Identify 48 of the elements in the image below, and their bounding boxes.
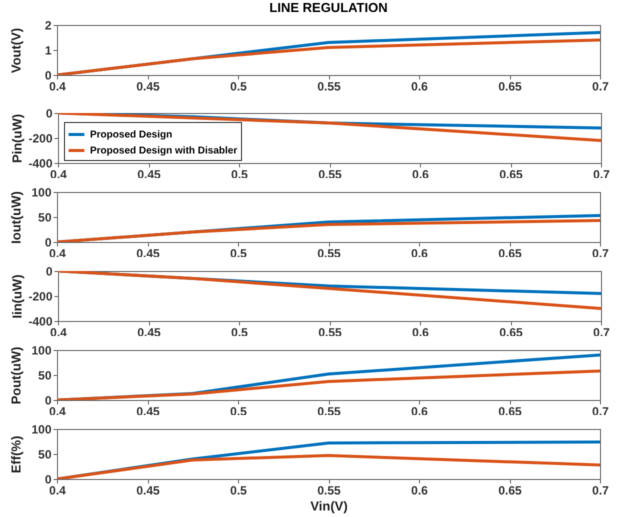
y-tick-label: 100 — [31, 186, 52, 200]
y-tick-label: 0 — [46, 106, 53, 120]
x-tick-label: 0.65 — [498, 484, 522, 498]
y-tick-label: 50 — [38, 368, 52, 382]
chart-title: LINE REGULATION — [269, 0, 388, 15]
x-tick-label: 0.55 — [317, 484, 341, 498]
line-series — [58, 271, 601, 310]
y-axis-title: Pin(uW) — [9, 114, 24, 164]
y-tick-label: 0 — [44, 236, 52, 250]
legend-label: Proposed Design — [90, 130, 172, 140]
y-tick-label: 50 — [38, 210, 52, 224]
y-tick-label: -200 — [28, 290, 53, 304]
line-series — [58, 113, 601, 142]
line-series — [57, 38, 600, 75]
y-axis-title: Vout(V) — [8, 28, 24, 74]
x-tick-label: 0.5 — [230, 484, 248, 498]
x-tick-label: 0.6 — [411, 80, 428, 94]
y-tick-label: -200 — [28, 132, 53, 146]
line-series — [57, 219, 600, 242]
y-tick-label: 0 — [44, 472, 52, 486]
x-tick-label: 0.6 — [411, 484, 428, 498]
y-tick-label: -400 — [28, 156, 53, 170]
x-tick-label: 0.45 — [136, 484, 160, 498]
y-tick-label: 50 — [38, 448, 52, 462]
x-tick-label: 0.45 — [136, 80, 160, 94]
x-tick-label: 0.7 — [592, 484, 610, 498]
legend-label: Proposed Design with Disabler — [90, 146, 238, 156]
y-axis-title: Pout(uW) — [8, 346, 24, 404]
x-tick-label: 0.7 — [592, 80, 610, 94]
x-tick-label: 0.5 — [230, 80, 248, 94]
y-tick-label: 2 — [44, 18, 52, 32]
y-tick-label: -400 — [28, 314, 53, 328]
y-tick-label: 100 — [31, 422, 52, 436]
x-tick-label: 0.4 — [49, 484, 66, 498]
line-series — [57, 370, 600, 400]
y-axis-title: Eff(%) — [8, 436, 24, 474]
x-tick-label: 0.55 — [317, 80, 341, 94]
y-tick-label: 0 — [44, 394, 52, 408]
y-tick-label: 0 — [46, 264, 53, 278]
y-tick-label: 100 — [31, 344, 52, 358]
line-series — [57, 454, 600, 479]
x-tick-label: 0.65 — [498, 80, 522, 94]
y-tick-label: 1 — [44, 44, 52, 58]
x-axis-title: Vin(V) — [310, 498, 348, 514]
y-axis-title: Iin(uW) — [9, 274, 24, 319]
y-tick-label: 0 — [44, 68, 52, 82]
y-axis-title: Iout(uW) — [8, 191, 24, 244]
x-tick-label: 0.4 — [49, 80, 66, 94]
